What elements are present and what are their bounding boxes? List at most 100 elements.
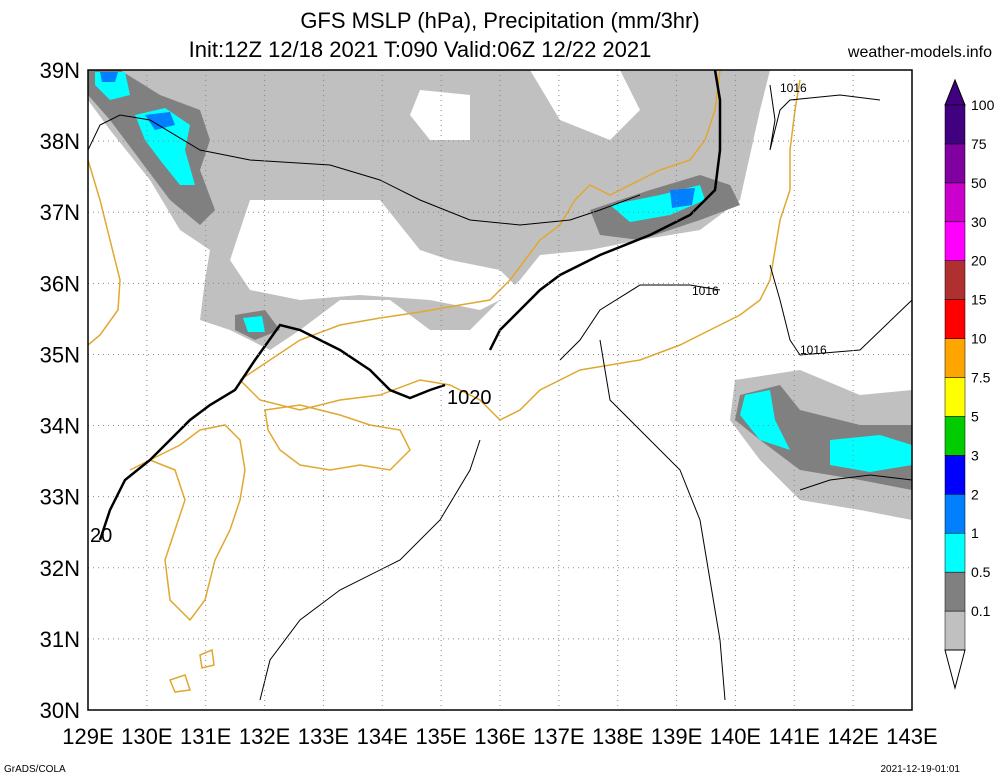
legend-arrow-bottom [944,649,966,690]
legend-label: 1 [971,525,979,541]
lon-tick-label: 142E [827,724,878,749]
precip-area-blue-3 [100,72,118,82]
coastlines [87,69,801,693]
precip-area-cyan-6 [243,316,265,332]
legend-swatch [944,455,966,495]
legend-swatch [944,221,966,261]
isobar-1016-d [599,339,726,701]
precip-area-blue-2 [670,188,695,208]
lon-tick-label: 143E [886,724,937,749]
lat-tick-label: 34N [40,414,80,439]
legend-swatch [944,143,966,184]
coast-honshu-south [239,79,801,421]
map-frame [87,69,913,711]
lat-tick-label: 35N [40,342,80,367]
lat-tick-label: 32N [40,556,80,581]
legend-swatch [944,532,966,573]
lon-tick-label: 131E [180,724,231,749]
legend-swatch [944,571,966,612]
legend-swatch [944,182,966,223]
isobar-1020-east [488,69,722,351]
precip-shading [88,70,912,520]
isobar-label-1016-a: 1016 [780,81,807,95]
isobar-1016-b [559,284,721,361]
legend-label: 2 [971,486,979,502]
legend-swatch [944,494,966,534]
legend-label: 50 [971,175,987,191]
legend-label: 30 [971,214,987,230]
isobar-label-1016-c: 1016 [800,343,827,357]
coast-islands-south [168,648,215,693]
lon-tick-label: 130E [121,724,172,749]
coast-shikoku [264,404,411,471]
legend-label: 0.1 [971,603,991,619]
map-subtitle: Init:12Z 12/18 2021 T:090 Valid:06Z 12/2… [188,37,652,62]
isobar-1016-e [259,439,481,701]
isobar-1016-f [799,474,913,491]
legend-swatch [944,377,966,417]
precip-legend: 0.1 0.5 1 2 3 5 7.5 10 15 20 30 50 75 100 [944,78,995,690]
footer-software: GrADS/COLA [4,764,66,775]
lon-tick-label: 136E [474,724,525,749]
lon-tick-label: 141E [769,724,820,749]
longitude-labels: 129E 130E 131E 132E 133E 134E 135E 136E 137E 138E… [62,724,937,749]
lat-tick-label: 33N [40,485,80,510]
coast-honshu-west [239,69,721,381]
lon-tick-label: 132E [239,724,290,749]
legend-label: 15 [971,292,987,308]
legend-swatch [944,104,966,145]
site-credit: weather-models.info [847,44,992,61]
legend-swatch [944,260,966,300]
lat-tick-label: 36N [40,271,80,296]
legend-swatch [944,610,966,651]
lon-tick-label: 139E [651,724,702,749]
lon-tick-label: 129E [62,724,113,749]
isobar-labels: 1020 20 1016 1016 1016 [90,81,827,547]
legend-label: 3 [971,447,979,463]
lat-tick-label: 38N [40,129,80,154]
legend-label: 75 [971,136,987,152]
precip-area-cyan-4 [740,390,790,450]
precip-area-cyan-5 [830,435,912,472]
lat-tick-label: 39N [40,58,80,83]
footer-timestamp: 2021-12-19-01:01 [880,764,960,775]
legend-swatch [944,299,966,339]
precip-area-cyan-1 [135,108,195,185]
lat-tick-label: 30N [40,698,80,723]
legend-label: 10 [971,331,987,347]
legend-swatch [944,338,966,378]
isobar-1016-c [769,264,913,356]
legend-label: 100 [971,97,995,113]
lat-tick-label: 37N [40,200,80,225]
isobar-1016-g [769,84,881,151]
legend-arrow-top [944,78,966,106]
isobar-label-20: 20 [90,525,112,547]
coast-korea [87,159,121,346]
lat-lon-grid [88,70,912,710]
latitude-labels: 39N 38N 37N 36N 35N 34N 33N 32N 31N 30N [40,58,80,723]
legend-label: 20 [971,253,987,269]
lon-tick-label: 134E [357,724,408,749]
lon-tick-label: 138E [592,724,643,749]
legend-label: 5 [971,408,979,424]
isobars [87,69,913,701]
lon-tick-label: 133E [298,724,349,749]
legend-label: 7.5 [971,370,991,386]
isobar-1020 [98,323,446,541]
lon-tick-label: 137E [533,724,584,749]
lon-tick-label: 135E [415,724,466,749]
coast-kyushu [129,424,246,622]
legend-label: 0.5 [971,564,991,580]
lon-tick-label: 140E [710,724,761,749]
isobar-label-1016-b: 1016 [692,284,719,298]
isobar-1016-a [87,114,641,226]
legend-swatch [944,416,966,456]
precip-area-clear-ne [530,70,640,140]
precip-area-clear-north [410,90,470,140]
lat-tick-label: 31N [40,627,80,652]
map-title: GFS MSLP (hPa), Precipitation (mm/3hr) [300,8,700,33]
precip-area-blue-1 [145,112,175,130]
precip-area-clear-gap [230,200,520,310]
isobar-label-1020: 1020 [447,387,492,409]
